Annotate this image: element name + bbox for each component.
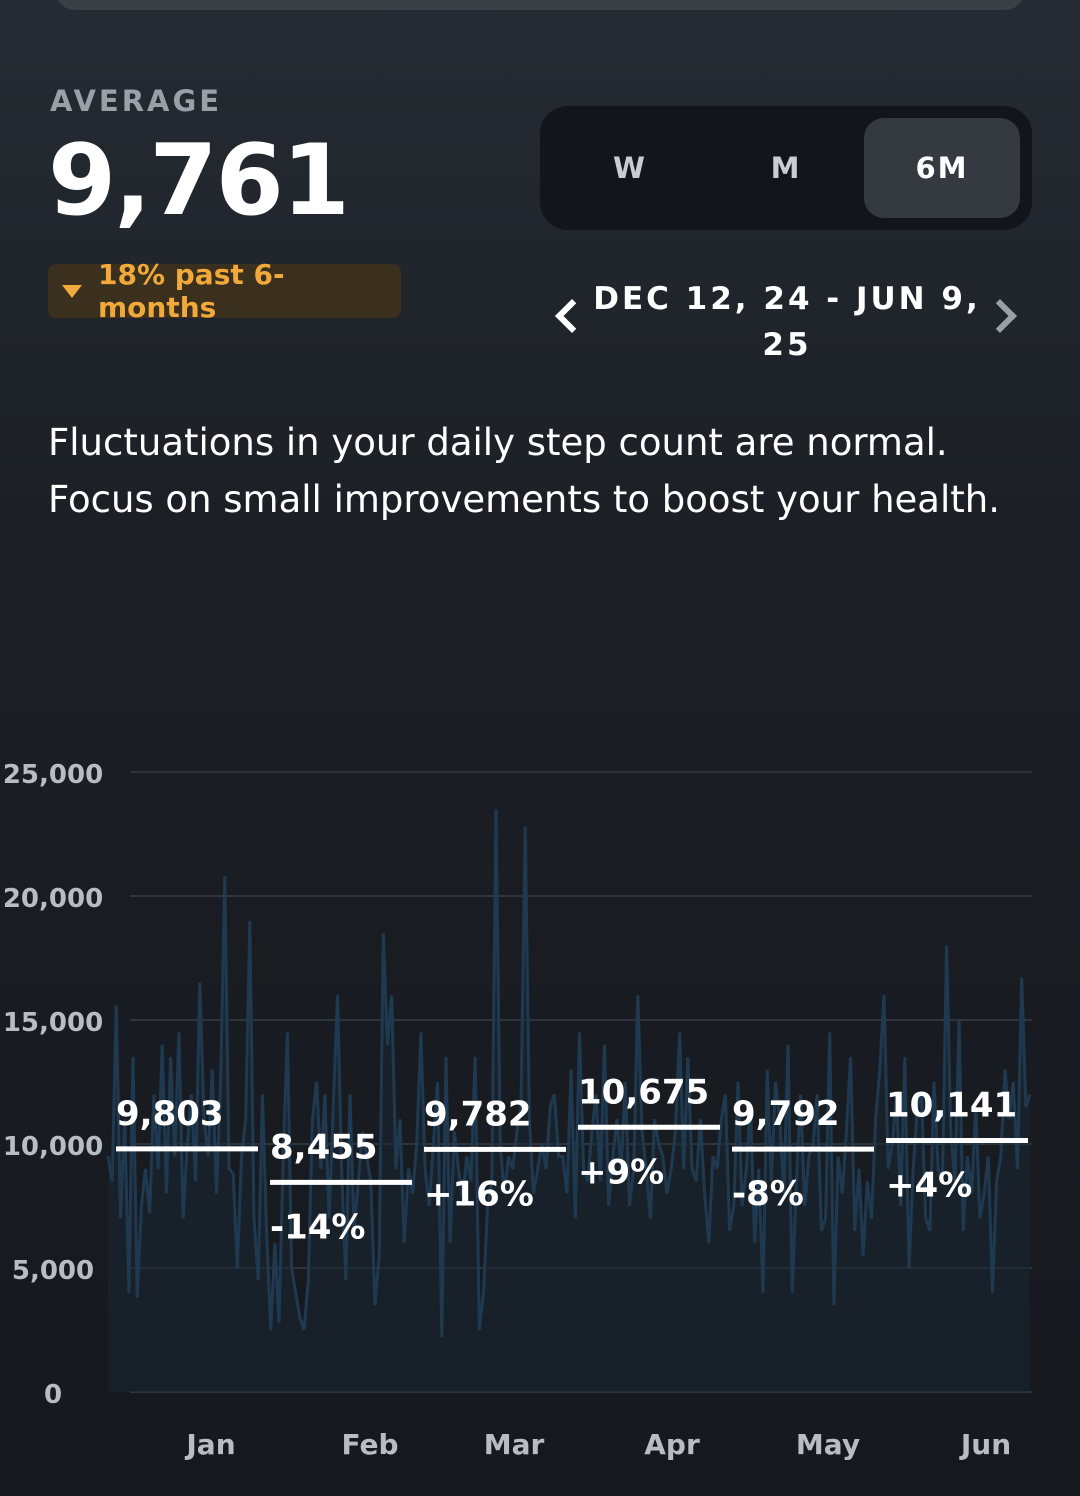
monthly-average-label: 9,782 (424, 1094, 532, 1134)
y-tick-label: 10,000 (3, 1132, 103, 1162)
range-segmented-control: W M 6M (540, 106, 1032, 230)
y-tick-label: 20,000 (3, 884, 103, 914)
next-chevron-icon[interactable] (983, 299, 1017, 333)
y-tick-label: 15,000 (3, 1008, 103, 1038)
date-range-navigator: DEC 12, 24 - JUN 9, 25 (548, 276, 1028, 372)
previous-chevron-icon[interactable] (555, 299, 589, 333)
date-range-text: DEC 12, 24 - JUN 9, 25 (593, 281, 981, 363)
x-tick-label: Jan (184, 1428, 235, 1461)
x-tick-label: Mar (484, 1428, 545, 1461)
monthly-change-label: -14% (270, 1207, 366, 1247)
monthly-average-label: 10,141 (886, 1086, 1017, 1126)
monthly-average-label: 9,803 (116, 1094, 224, 1134)
x-tick-label: Apr (644, 1428, 700, 1461)
average-value: 9,761 (48, 124, 350, 238)
x-tick-label: Jun (959, 1428, 1011, 1461)
y-tick-label: 25,000 (3, 760, 103, 790)
steps-chart: 25,000 20,000 15,000 10,000 5,000 0 9,803 8,45… (3, 760, 1032, 1461)
top-card-edge (55, 0, 1025, 10)
change-badge: 18% past 6-months (48, 258, 401, 324)
monthly-average-label: 9,792 (732, 1094, 840, 1134)
monthly-change-label: +9% (578, 1152, 664, 1192)
y-tick-label: 5,000 (12, 1256, 94, 1286)
monthly-average-label: 10,675 (578, 1072, 709, 1112)
range-option-week[interactable]: W (613, 151, 647, 185)
steps-line (106, 809, 1032, 1338)
average-label: AVERAGE (50, 84, 223, 118)
range-option-6-months[interactable]: 6M (864, 118, 1020, 218)
range-option-month[interactable]: M (770, 151, 802, 185)
insight-message: Fluctuations in your daily step count ar… (48, 421, 1000, 521)
x-tick-label: May (796, 1428, 860, 1461)
y-tick-label: 0 (44, 1380, 62, 1410)
x-tick-label: Feb (341, 1428, 398, 1461)
steps-area (108, 809, 1030, 1392)
monthly-change-label: -8% (732, 1174, 804, 1214)
monthly-change-label: +4% (886, 1166, 972, 1206)
monthly-average-label: 8,455 (270, 1127, 378, 1167)
change-text: 18% past 6-months (98, 258, 285, 324)
down-triangle-icon (62, 284, 82, 298)
monthly-change-label: +16% (424, 1174, 534, 1214)
